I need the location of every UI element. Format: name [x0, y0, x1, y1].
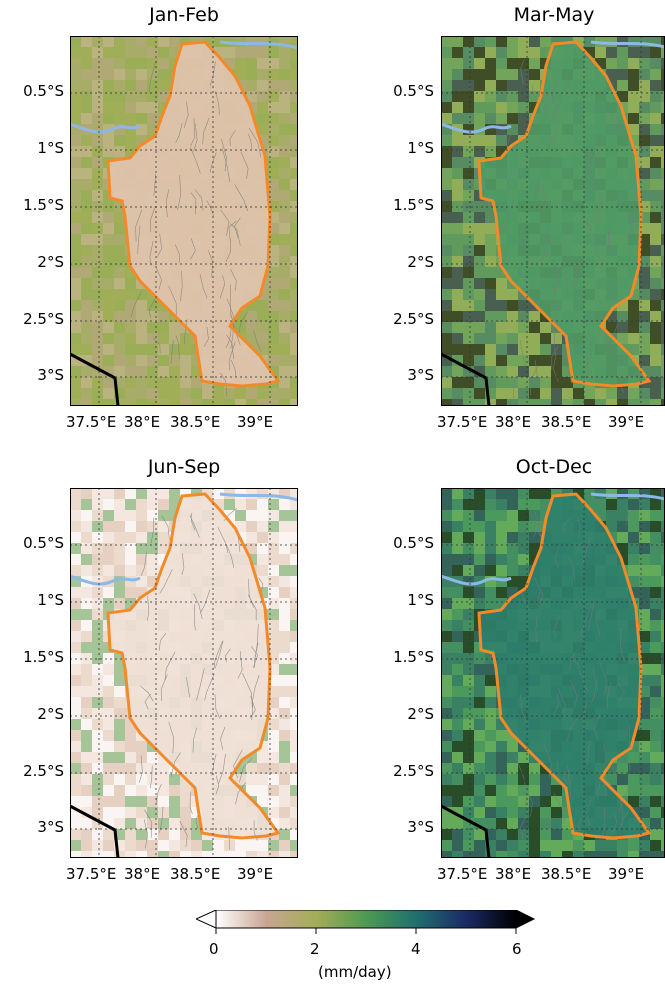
colorbar-gradient [215, 910, 517, 929]
x-tick-label: 38°E [495, 413, 532, 431]
y-tick-label: 0.5°S [23, 82, 64, 100]
y-tick-label: 1.5°S [23, 196, 64, 214]
river-network [131, 61, 262, 397]
river-line-north [590, 40, 665, 49]
map-frame [70, 488, 298, 858]
river-line-north [219, 40, 298, 50]
map-panel-jun-sep [70, 488, 298, 858]
x-tick-label: 38°E [124, 865, 161, 883]
colorbar-max-arrow [515, 910, 536, 929]
x-tick-label: 37.5°E [437, 413, 488, 431]
colorbar-min-arrow [196, 910, 217, 929]
y-tick-label: 2°S [407, 253, 434, 271]
x-tick-label: 38°E [124, 413, 161, 431]
y-tick-label: 3°S [407, 818, 434, 836]
y-tick-label: 2°S [37, 253, 64, 271]
y-tick-label: 2.5°S [393, 762, 434, 780]
y-tick-label: 3°S [37, 818, 64, 836]
y-tick-label: 3°S [37, 366, 64, 384]
map-frame [70, 36, 298, 406]
y-tick-label: 1°S [407, 139, 434, 157]
x-tick-label: 37.5°E [66, 865, 117, 883]
map-panel-jan-feb [70, 36, 298, 406]
basin-outline [106, 40, 281, 388]
y-tick-label: 0.5°S [23, 534, 64, 552]
basin-fill [479, 494, 649, 838]
basin-fill [108, 494, 278, 838]
x-tick-label: 37.5°E [437, 865, 488, 883]
x-tick-label: 38.5°E [170, 413, 221, 431]
x-tick-label: 37.5°E [66, 413, 117, 431]
panel-title-oct-dec: Oct-Dec [515, 456, 593, 478]
y-tick-label: 1.5°S [393, 648, 434, 666]
y-tick-label: 2.5°S [23, 762, 64, 780]
country-border [70, 804, 120, 858]
river-line-north [590, 492, 665, 501]
country-border [70, 352, 120, 406]
x-tick-label: 38°E [495, 865, 532, 883]
y-tick-label: 2°S [407, 705, 434, 723]
basin-fill [479, 42, 649, 386]
x-tick-label: 38.5°E [541, 413, 592, 431]
y-tick-label: 0.5°S [393, 82, 434, 100]
grid-lines [441, 36, 665, 406]
country-border [441, 804, 491, 858]
y-tick-label: 2.5°S [393, 310, 434, 328]
x-tick-label: 38.5°E [541, 865, 592, 883]
grid-lines [70, 488, 298, 858]
river-line-west [70, 574, 141, 586]
colorbar-tick-label: 2 [310, 940, 320, 958]
colorbar-unit-label: (mm/day) [318, 963, 392, 981]
colorbar-tick-label: 4 [411, 940, 421, 958]
x-tick-label: 39°E [608, 413, 645, 431]
colorbar-tick-label: 6 [512, 940, 522, 958]
y-tick-label: 2°S [37, 705, 64, 723]
country-border [441, 352, 491, 406]
y-tick-label: 3°S [407, 366, 434, 384]
y-tick-label: 1.5°S [393, 196, 434, 214]
basin-fill [108, 42, 278, 386]
grid-lines [441, 488, 665, 858]
panel-title-jan-feb: Jan-Feb [149, 4, 219, 26]
map-panel-oct-dec [441, 488, 665, 858]
river-line-north [219, 492, 298, 502]
basin-outline [477, 492, 652, 840]
colorbar [196, 910, 536, 934]
map-panel-mar-may [441, 36, 665, 406]
x-tick-label: 39°E [608, 865, 645, 883]
y-tick-label: 1.5°S [23, 648, 64, 666]
x-tick-label: 38.5°E [170, 865, 221, 883]
river-network [138, 507, 264, 850]
y-tick-label: 0.5°S [393, 534, 434, 552]
grid-lines [70, 36, 298, 406]
basin-outline [106, 492, 281, 840]
river-line-west [441, 122, 512, 134]
panel-title-jun-sep: Jun-Sep [147, 456, 221, 478]
y-tick-label: 2.5°S [23, 310, 64, 328]
x-tick-label: 39°E [237, 413, 274, 431]
river-line-west [70, 122, 141, 134]
colorbar-tick-label: 0 [209, 940, 219, 958]
river-line-west [441, 574, 512, 586]
x-tick-label: 39°E [237, 865, 274, 883]
basin-outline [477, 40, 652, 388]
y-tick-label: 1°S [37, 139, 64, 157]
y-tick-label: 1°S [37, 591, 64, 609]
panel-title-mar-may: Mar-May [513, 4, 595, 26]
y-tick-label: 1°S [407, 591, 434, 609]
